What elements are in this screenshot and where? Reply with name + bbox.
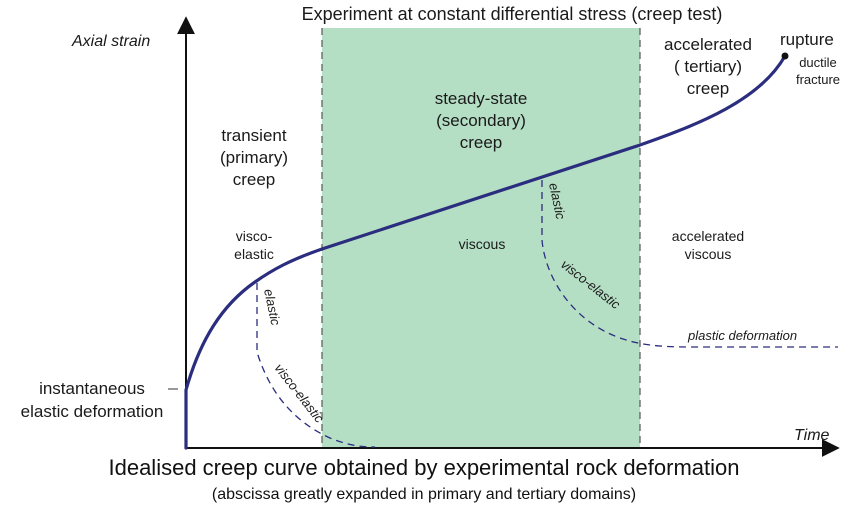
recovery-visco-elastic-label-1: visco-elastic xyxy=(272,361,328,426)
rupture-label: rupture xyxy=(780,30,834,49)
region-steady-line3: creep xyxy=(460,133,503,152)
rupture-sub-line1: ductile xyxy=(799,55,837,70)
instantaneous-line2: elastic deformation xyxy=(21,402,164,421)
recovery-curve-secondary xyxy=(541,180,838,348)
recovery-elastic-label-1: elastic xyxy=(261,288,283,328)
instantaneous-line1: instantaneous xyxy=(39,379,145,398)
behaviour-accelerated-viscous-line2: viscous xyxy=(685,246,732,262)
recovery-curve-primary xyxy=(256,283,376,448)
region-steady-line1: steady-state xyxy=(435,89,528,108)
rupture-sub-line2: fracture xyxy=(796,72,840,87)
region-accelerated-line2: ( tertiary) xyxy=(674,57,742,76)
figure-subcaption: (abscissa greatly expanded in primary an… xyxy=(212,486,636,503)
behaviour-visco-elastic-line1: visco- xyxy=(236,228,273,244)
steady-state-band xyxy=(322,28,640,448)
top-title: Experiment at constant differential stre… xyxy=(302,4,723,24)
region-transient-line1: transient xyxy=(221,126,286,145)
region-transient-line3: creep xyxy=(233,170,276,189)
y-axis-label: Axial strain xyxy=(71,33,150,50)
x-axis-label: Time xyxy=(794,427,830,444)
region-accelerated-line3: creep xyxy=(687,79,730,98)
behaviour-viscous: viscous xyxy=(459,236,506,252)
behaviour-accelerated-viscous-line1: accelerated xyxy=(672,228,744,244)
rupture-point xyxy=(781,52,789,60)
plastic-deformation-label: plastic deformation xyxy=(687,328,797,343)
region-steady-line2: (secondary) xyxy=(436,111,526,130)
figure-caption: Idealised creep curve obtained by experi… xyxy=(108,455,739,480)
region-transient-line2: (primary) xyxy=(220,148,288,167)
region-accelerated-line1: accelerated xyxy=(664,35,752,54)
behaviour-visco-elastic-line2: elastic xyxy=(234,246,274,262)
creep-curve xyxy=(184,54,787,450)
